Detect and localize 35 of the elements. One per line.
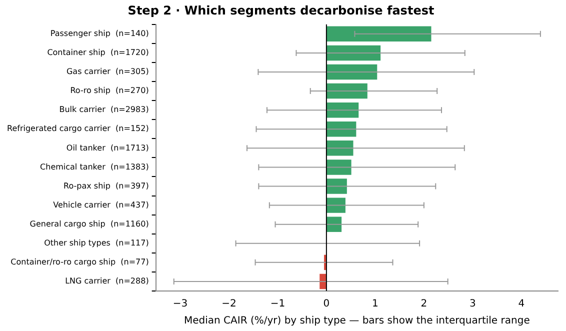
y-tick-label: Chemical tanker (n=1383): [40, 162, 149, 172]
y-tick-label: Oil tanker (n=1713): [66, 143, 149, 152]
y-tick-label: General cargo ship (n=1160): [30, 219, 149, 228]
x-axis-title: Median CAIR (%/yr) by ship type — bars show the interquartile range: [184, 316, 530, 327]
bar: [326, 216, 342, 232]
x-tick-label: 0: [323, 298, 330, 310]
bar: [326, 26, 432, 42]
x-tick-label: −1: [270, 298, 286, 310]
x-tick-label: 3: [470, 298, 476, 310]
chart-title: Step 2 · Which segments decarbonise fastest: [128, 3, 434, 18]
y-tick-label: Ro-pax ship (n=397): [64, 181, 149, 190]
x-tick-label: 4: [518, 298, 525, 310]
bar: [326, 160, 352, 175]
bar: [326, 83, 368, 99]
y-tick-label: Passenger ship (n=140): [50, 29, 149, 38]
bar: [326, 122, 356, 137]
bar: [326, 198, 346, 213]
bar: [326, 45, 381, 61]
x-tick-label: 1: [372, 298, 378, 310]
y-tick-label: Refrigerated cargo carrier (n=152): [7, 124, 149, 134]
bar: [326, 140, 354, 156]
y-tick-label: Gas carrier (n=305): [66, 67, 149, 76]
y-tick-label: Container ship (n=1720): [47, 48, 149, 58]
bar: [326, 64, 378, 80]
x-tick-label: 2: [420, 298, 428, 310]
x-tick-label: −2: [222, 298, 236, 310]
y-tick-label: Other ship types (n=117): [44, 238, 149, 248]
y-tick-label: Container/ro-ro cargo ship (n=77): [10, 258, 149, 267]
y-tick-label: Vehicle carrier (n=437): [53, 200, 149, 210]
y-tick-label: Bulk carrier (n=2983): [59, 105, 149, 114]
y-tick-label: Ro-ro ship (n=270): [70, 86, 149, 96]
y-tick-label: LNG carrier (n=288): [65, 276, 149, 286]
x-tick-label: −3: [172, 298, 188, 310]
bar: [326, 178, 347, 194]
bar: [326, 102, 359, 118]
